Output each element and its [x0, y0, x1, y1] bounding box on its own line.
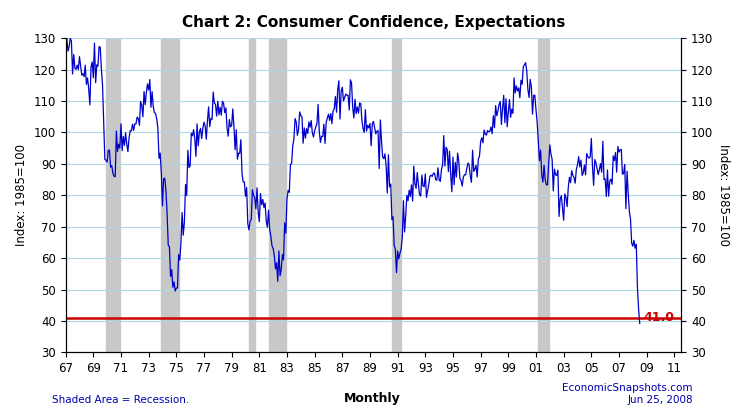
Title: Chart 2: Consumer Confidence, Expectations: Chart 2: Consumer Confidence, Expectatio…: [182, 15, 565, 30]
Text: EconomicSnapshots.com
Jun 25, 2008: EconomicSnapshots.com Jun 25, 2008: [562, 383, 693, 405]
Bar: [269, 38, 286, 352]
Bar: [392, 38, 401, 352]
Y-axis label: Index: 1985=100: Index: 1985=100: [15, 144, 28, 246]
Bar: [162, 38, 179, 352]
Bar: [539, 38, 549, 352]
Text: Monthly: Monthly: [344, 392, 401, 405]
Bar: [249, 38, 255, 352]
Bar: [106, 38, 120, 352]
Text: Shaded Area = Recession.: Shaded Area = Recession.: [52, 395, 189, 405]
Y-axis label: Index: 1985=100: Index: 1985=100: [717, 144, 730, 246]
Text: 41.0: 41.0: [644, 311, 675, 324]
